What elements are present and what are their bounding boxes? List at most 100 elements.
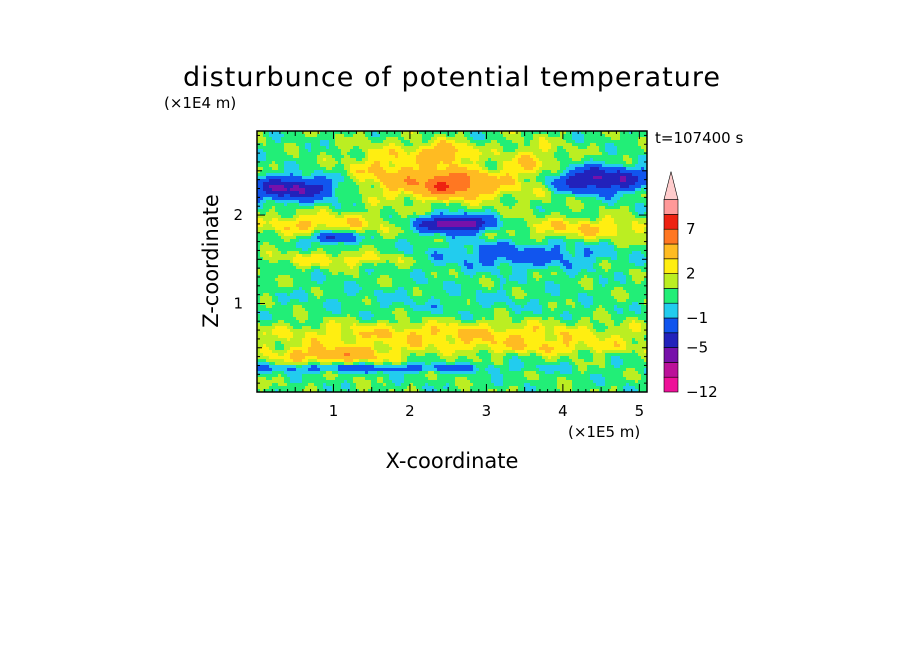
contour-cell (482, 194, 486, 198)
contour-cell (347, 143, 351, 147)
contour-cell (596, 230, 600, 234)
contour-cell (590, 188, 594, 192)
contour-cell (581, 155, 585, 159)
contour-cell (269, 140, 273, 144)
contour-cell (506, 194, 510, 198)
contour-cell (350, 137, 354, 141)
contour-cell (305, 203, 309, 207)
contour-cell (410, 131, 414, 135)
contour-cell (320, 242, 324, 246)
contour-cell (308, 230, 312, 234)
contour-cell (407, 215, 411, 219)
contour-cell (473, 206, 477, 210)
contour-cell (404, 137, 408, 141)
contour-cell (365, 191, 369, 195)
contour-cell (344, 215, 348, 219)
contour-cell (644, 209, 648, 213)
contour-cell (470, 170, 474, 174)
contour-cell (335, 158, 339, 162)
contour-cell (353, 236, 357, 240)
contour-cell (620, 152, 624, 156)
contour-cell (614, 179, 618, 183)
contour-cell (578, 155, 582, 159)
contour-cell (560, 167, 564, 171)
contour-cell (590, 221, 594, 225)
contour-cell (362, 137, 366, 141)
contour-cell (464, 221, 468, 225)
contour-cell (401, 197, 405, 201)
contour-cell (500, 134, 504, 138)
contour-cell (506, 131, 510, 135)
contour-cell (488, 185, 492, 189)
contour-cell (350, 212, 354, 216)
contour-cell (410, 152, 414, 156)
chart-title: disturbunce of potential temperature (183, 62, 721, 93)
contour-cell (590, 218, 594, 222)
contour-cell (389, 179, 393, 183)
contour-cell (503, 167, 507, 171)
contour-cell (443, 188, 447, 192)
contour-cell (452, 197, 456, 201)
contour-cell (347, 200, 351, 204)
contour-cell (293, 200, 297, 204)
contour-cell (581, 131, 585, 135)
contour-cell (635, 194, 639, 198)
contour-cell (536, 200, 540, 204)
contour-cell (401, 161, 405, 165)
contour-cell (506, 146, 510, 150)
contour-cell (584, 224, 588, 228)
contour-cell (611, 197, 615, 201)
contour-cell (389, 224, 393, 228)
contour-cell (440, 185, 444, 189)
contour-cell (461, 206, 465, 210)
contour-cell (599, 149, 603, 153)
contour-cell (515, 149, 519, 153)
contour-cell (467, 158, 471, 162)
contour-cell (593, 239, 597, 243)
contour-cell (524, 227, 528, 231)
contour-cell (494, 173, 498, 177)
contour-cell (410, 221, 414, 225)
contour-cell (467, 149, 471, 153)
contour-cell (605, 143, 609, 147)
contour-cell (518, 221, 522, 225)
contour-cell (344, 185, 348, 189)
contour-cell (347, 149, 351, 153)
contour-cell (563, 167, 567, 171)
contour-cell (488, 239, 492, 243)
contour-cell (503, 194, 507, 198)
contour-cell (626, 230, 630, 234)
contour-cell (575, 149, 579, 153)
contour-cell (530, 233, 534, 237)
contour-cell (476, 158, 480, 162)
contour-cell (536, 233, 540, 237)
contour-cell (281, 173, 285, 177)
contour-cell (320, 167, 324, 171)
contour-cell (500, 224, 504, 228)
contour-cell (542, 158, 546, 162)
contour-cell (545, 185, 549, 189)
contour-cell (530, 155, 534, 159)
contour-cell (440, 218, 444, 222)
contour-cell (398, 173, 402, 177)
contour-cell (317, 230, 321, 234)
contour-cell (536, 191, 540, 195)
contour-cell (593, 152, 597, 156)
contour-cell (626, 212, 630, 216)
contour-cell (557, 182, 561, 186)
contour-cell (617, 131, 621, 135)
contour-cell (566, 215, 570, 219)
contour-cell (566, 236, 570, 240)
contour-cell (641, 173, 645, 177)
contour-cell (611, 179, 615, 183)
contour-cell (488, 218, 492, 222)
contour-cell (632, 179, 636, 183)
contour-cell (464, 155, 468, 159)
contour-cell (386, 212, 390, 216)
contour-cell (422, 149, 426, 153)
contour-cell (404, 221, 408, 225)
contour-cell (368, 200, 372, 204)
contour-cell (404, 185, 408, 189)
contour-cell (470, 191, 474, 195)
